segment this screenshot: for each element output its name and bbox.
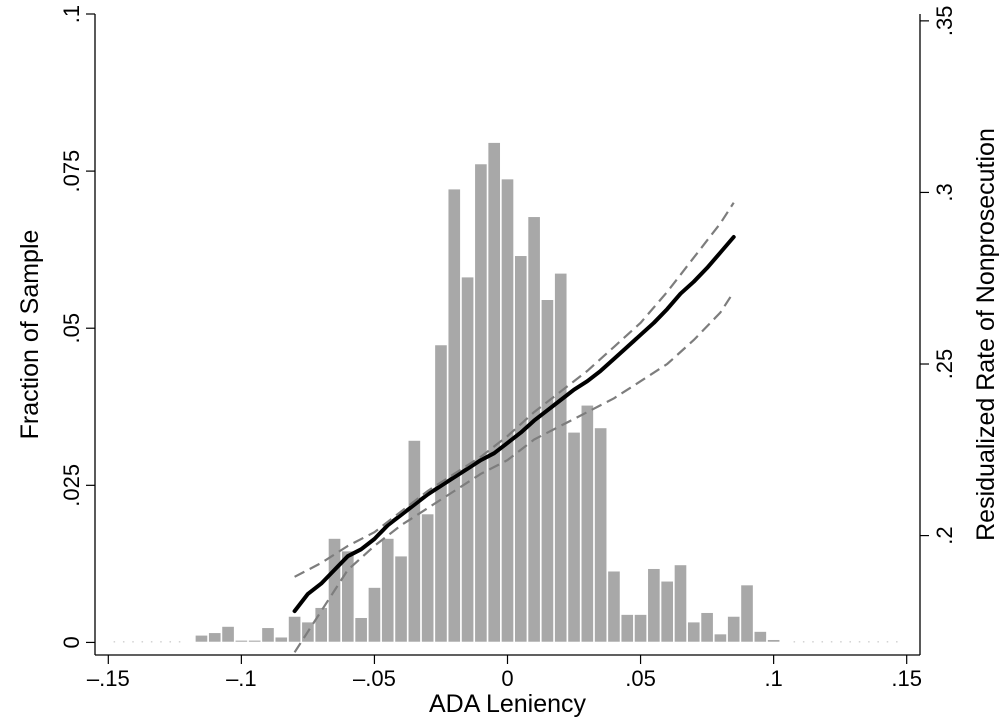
histogram-bar (500, 177, 515, 644)
baseline-dot (858, 641, 861, 643)
histogram-bar (526, 215, 542, 644)
histogram-bar (673, 563, 688, 644)
y-axis-title-right: Residualized Rate of Nonprosecution (972, 128, 1000, 541)
histogram-bar (540, 298, 555, 644)
histogram-bar (274, 636, 289, 644)
x-tick-label: 0 (501, 666, 513, 691)
histogram-bar (593, 426, 608, 644)
y-tick-label-right: .2 (932, 526, 957, 544)
x-tick-label: –.1 (226, 666, 257, 691)
x-tick-label: .05 (625, 666, 656, 691)
x-tick-label: –.15 (87, 666, 130, 691)
baseline-dot (896, 641, 898, 643)
x-axis-title: ADA Leniency (429, 690, 587, 718)
histogram-bar (353, 616, 369, 644)
histogram-bar (486, 141, 502, 644)
histogram-bar (620, 613, 635, 644)
histogram-bar (646, 567, 662, 644)
histogram-bar (287, 615, 302, 644)
histogram-bar (207, 631, 222, 644)
histogram-bar (713, 632, 728, 644)
histogram-bar (566, 431, 582, 644)
baseline-dot (122, 641, 125, 643)
histogram-bar (220, 625, 236, 644)
baseline-dot (169, 641, 172, 643)
baseline-dot (877, 641, 879, 643)
fit-lines (292, 202, 736, 653)
baseline-dot (821, 641, 824, 643)
baseline-dot (830, 641, 833, 643)
baseline-dot (886, 641, 889, 643)
histogram-bar (194, 634, 209, 644)
histogram-bar (367, 586, 382, 644)
y-tick-label-right: .35 (932, 6, 957, 37)
histogram-bar (433, 343, 449, 644)
histogram-bars (113, 141, 898, 644)
histogram-bar (460, 275, 475, 644)
histogram-bar (606, 570, 622, 644)
baseline-dot (849, 641, 851, 643)
histogram-bar (633, 613, 648, 644)
histogram-bar (766, 638, 781, 644)
baseline-dot (132, 641, 134, 643)
baseline-dot (868, 641, 870, 643)
baseline-dot (160, 641, 162, 643)
ci-upper-line (294, 202, 735, 578)
baseline-dot (812, 641, 814, 643)
baseline-dot (793, 641, 796, 643)
x-tick-label: .1 (764, 666, 782, 691)
histogram-bar (420, 512, 435, 644)
baseline-dot (802, 641, 805, 643)
baseline-dots (113, 641, 898, 643)
histogram-bar (473, 162, 489, 644)
baseline-dot (150, 641, 153, 643)
y-tick-label-right: .3 (932, 183, 957, 201)
y-tick-label-left: 0 (59, 636, 84, 648)
baseline-dot (113, 641, 116, 643)
histogram-bar (659, 580, 675, 644)
y-tick-label-left: .1 (59, 5, 84, 23)
x-tick-label: .15 (891, 666, 922, 691)
x-tick-label: –.05 (353, 666, 396, 691)
baseline-dot (840, 641, 842, 643)
y-axis-title-left: Fraction of Sample (16, 230, 44, 440)
histogram-bar (686, 620, 702, 644)
histogram-bar (247, 639, 262, 644)
baseline-dot (178, 641, 181, 643)
ci-lower-line (293, 291, 735, 653)
histogram-bar (580, 404, 595, 644)
histogram-bar (234, 639, 249, 644)
histogram-bar (739, 583, 755, 644)
histogram-bar (553, 272, 568, 644)
y-tick-label-left: .05 (59, 313, 84, 344)
baseline-dot (141, 641, 144, 643)
histogram-bar (313, 606, 329, 644)
histogram-bar (380, 537, 395, 644)
histogram-bar (447, 188, 462, 644)
histogram-bar (393, 555, 409, 644)
histogram-bar (726, 615, 741, 644)
histogram-bar (753, 630, 768, 644)
axes: –.15 –.1 –.05 0 .05 .1 .15 0 .025 .05 .075 .1 .2 .25.… (59, 5, 957, 691)
histogram-bar (699, 611, 715, 644)
y-tick-label-right: .25 (932, 349, 957, 380)
histogram-bar (260, 626, 276, 644)
y-tick-label-left: .025 (59, 464, 84, 507)
fit-line (292, 235, 736, 614)
y-tick-label-left: .075 (59, 150, 84, 193)
histogram-bar (407, 439, 422, 644)
